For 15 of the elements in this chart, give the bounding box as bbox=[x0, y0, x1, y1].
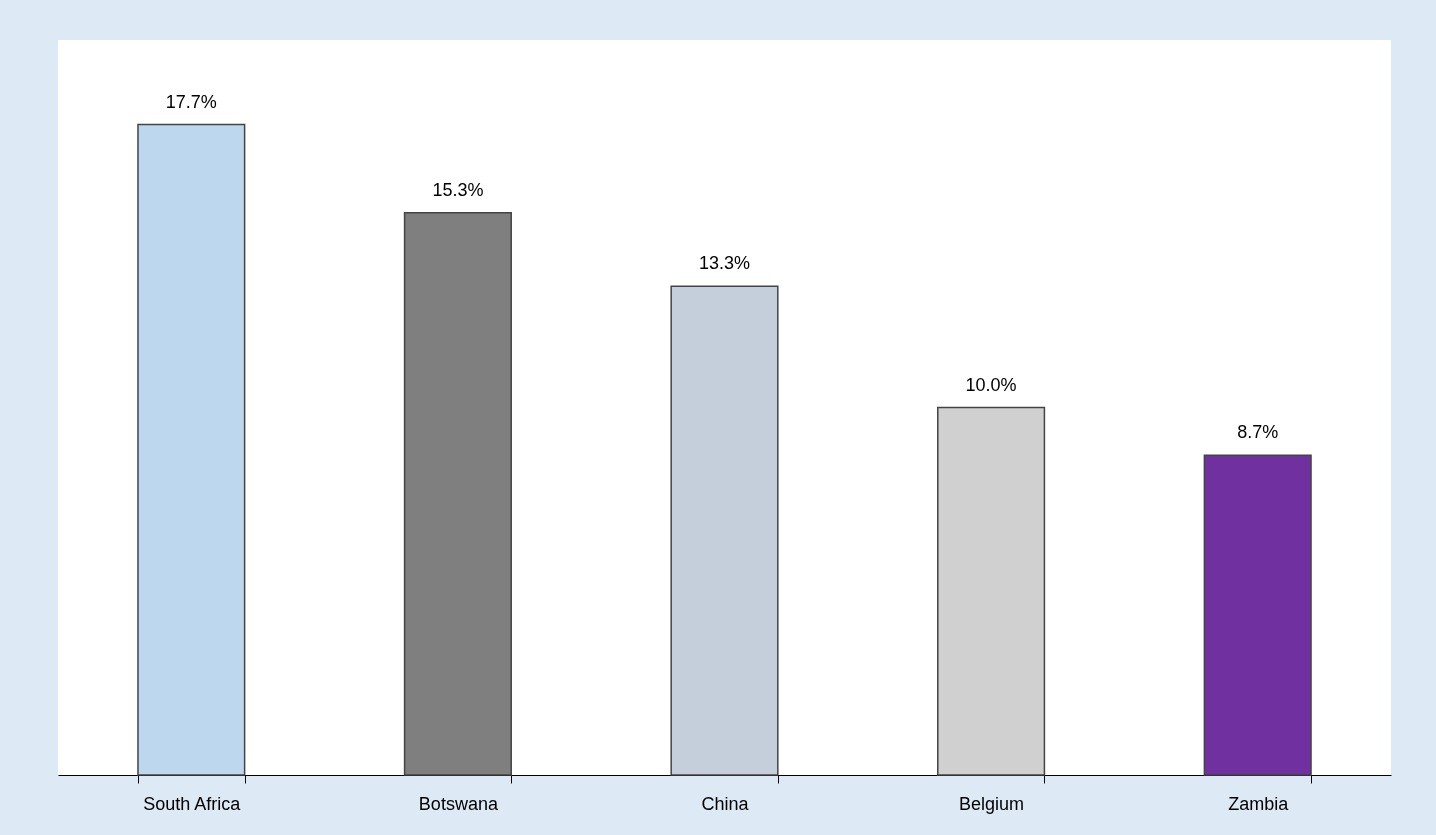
x-tick-label: Botswana bbox=[418, 793, 499, 814]
x-tick-label: Zambia bbox=[1228, 793, 1290, 814]
data-label: 15.3% bbox=[432, 179, 484, 200]
data-label: 17.7% bbox=[165, 91, 217, 112]
x-tick-label: Belgium bbox=[959, 793, 1025, 814]
bar bbox=[137, 123, 246, 776]
x-tick-label: China bbox=[701, 793, 750, 814]
data-label: 10.0% bbox=[965, 374, 1017, 395]
bar bbox=[670, 285, 779, 776]
data-label: 8.7% bbox=[1237, 422, 1279, 443]
bar bbox=[403, 211, 512, 776]
bar bbox=[1203, 454, 1312, 776]
bar bbox=[937, 406, 1046, 776]
x-tick-label: South Africa bbox=[143, 793, 242, 814]
data-label: 13.3% bbox=[698, 253, 751, 274]
